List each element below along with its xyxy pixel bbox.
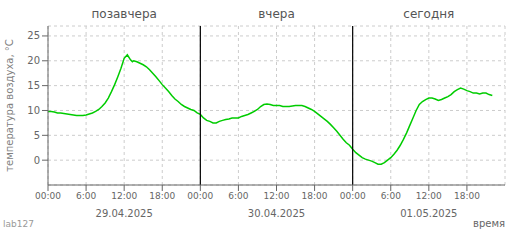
svg-text:6:00: 6:00 [228,191,248,201]
svg-text:10: 10 [27,105,40,116]
svg-text:вчера: вчера [258,7,295,21]
html-text:lab127: lab127 [3,219,34,229]
svg-text:позавчера: позавчера [91,7,156,21]
svg-text:20: 20 [27,55,40,66]
svg-text:0: 0 [34,155,40,166]
svg-text:12:00: 12:00 [111,191,137,201]
svg-text:5: 5 [34,130,40,141]
svg-text:30.04.2025: 30.04.2025 [248,208,305,219]
svg-text:15: 15 [27,80,40,91]
svg-text:6:00: 6:00 [381,191,401,201]
svg-text:00:00: 00:00 [35,191,61,201]
svg-text:12:00: 12:00 [416,191,442,201]
svg-text:18:00: 18:00 [302,191,328,201]
svg-text:25: 25 [27,30,40,41]
svg-text:12:00: 12:00 [264,191,290,201]
html-text:время: время [473,218,505,229]
svg-text:01.05.2025: 01.05.2025 [400,208,457,219]
svg-text:18:00: 18:00 [149,191,175,201]
svg-text:температура воздуха, °С: температура воздуха, °С [8,39,15,172]
svg-text:00:00: 00:00 [340,191,366,201]
svg-text:29.04.2025: 29.04.2025 [96,208,153,219]
svg-text:6:00: 6:00 [76,191,96,201]
svg-text:сегодня: сегодня [403,7,454,21]
svg-text:00:00: 00:00 [187,191,213,201]
svg-text:18:00: 18:00 [454,191,480,201]
